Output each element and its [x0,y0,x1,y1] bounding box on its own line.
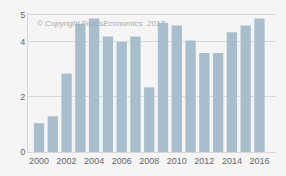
svg-text:2002: 2002 [57,156,77,166]
svg-text:2014: 2014 [222,156,242,166]
svg-text:2016: 2016 [249,156,269,166]
svg-text:2004: 2004 [84,156,104,166]
svg-text:© Copyright FocusEconomics 20: © Copyright FocusEconomics 2017 [37,19,165,28]
svg-text:2008: 2008 [139,156,159,166]
svg-text:4: 4 [20,37,25,47]
svg-text:2: 2 [20,92,25,102]
svg-text:2006: 2006 [112,156,132,166]
svg-text:2012: 2012 [194,156,214,166]
svg-text:5: 5 [20,10,25,20]
svg-text:2000: 2000 [29,156,49,166]
svg-text:0: 0 [20,147,25,157]
svg-text:2010: 2010 [167,156,187,166]
